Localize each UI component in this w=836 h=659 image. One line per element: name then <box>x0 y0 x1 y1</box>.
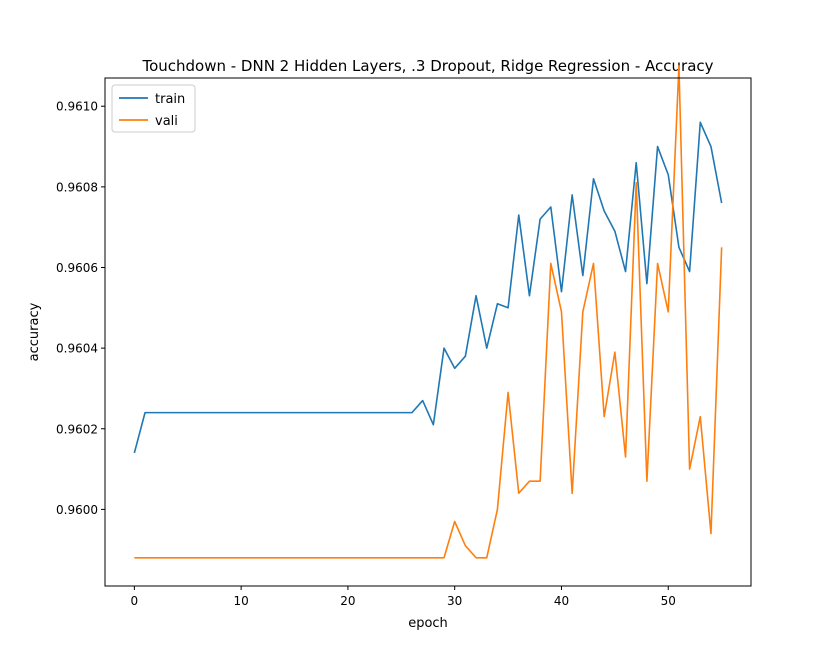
x-axis-title: epoch <box>408 616 448 631</box>
series-line-train <box>133 121 723 454</box>
x-tick-label: 10 <box>233 594 248 608</box>
series-layer <box>133 65 723 559</box>
axis-ticks: 0 10 20 30 40 50 0.9600 0.9602 0.9604 0.9606 0.960… <box>56 100 676 608</box>
y-tick-label: 0.9604 <box>56 342 98 356</box>
legend-label-vali: vali <box>155 114 178 129</box>
chart-title: Touchdown - DNN 2 Hidden Layers, .3 Drop… <box>141 57 713 75</box>
x-tick-label: 50 <box>661 594 676 608</box>
legend: train vali <box>111 84 196 133</box>
y-tick-label: 0.9606 <box>56 261 98 275</box>
y-tick-label: 0.9608 <box>56 180 98 194</box>
x-tick-label: 0 <box>131 594 139 608</box>
plot-frame <box>104 77 752 587</box>
y-axis-title: accuracy <box>27 302 42 361</box>
x-tick-label: 40 <box>554 594 569 608</box>
y-tick-label: 0.9610 <box>56 100 98 114</box>
series-line-vali <box>134 65 723 559</box>
y-tick-label: 0.9602 <box>56 422 98 436</box>
legend-label-train: train <box>155 92 185 107</box>
x-tick-label: 30 <box>447 594 462 608</box>
y-tick-label: 0.9600 <box>56 503 98 517</box>
x-tick-label: 20 <box>340 594 355 608</box>
